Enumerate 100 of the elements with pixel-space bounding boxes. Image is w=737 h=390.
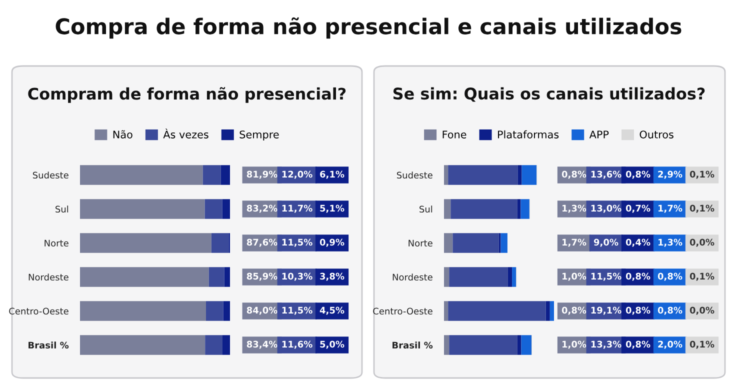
legend-label: Fone: [442, 130, 466, 138]
legend-label: Outros: [640, 130, 674, 138]
chart-title: Se sim: Quais os canais utilizados?: [393, 87, 705, 102]
bar: [449, 335, 518, 355]
y-tick-label: Nordeste: [28, 274, 68, 281]
bar: [448, 165, 518, 185]
bar: [450, 199, 518, 219]
bar: [80, 233, 212, 253]
bar: [202, 165, 221, 185]
data-label: 87,6%: [246, 238, 278, 247]
data-label: 0,8%: [658, 272, 682, 281]
legend-label: Às vezes: [163, 128, 208, 138]
bar: [80, 301, 206, 321]
data-label: 2,9%: [658, 170, 682, 179]
data-label: 11,5%: [282, 306, 312, 315]
data-label: 0,8%: [626, 340, 650, 349]
data-label: 0,1%: [690, 204, 714, 213]
bar: [550, 301, 554, 321]
data-label: 81,9%: [246, 170, 278, 179]
y-tick-label: Norte: [44, 240, 68, 247]
bar: [222, 199, 230, 219]
bar: [222, 335, 230, 355]
data-label: 12,0%: [282, 170, 312, 179]
data-label: 13,0%: [591, 204, 622, 213]
data-label: 1,0%: [562, 272, 586, 281]
bar: [500, 233, 508, 253]
bar: [220, 165, 230, 185]
data-label: 1,7%: [658, 204, 682, 213]
bar: [444, 199, 451, 219]
bar: [520, 199, 530, 219]
data-label: 11,7%: [282, 204, 312, 213]
data-label: 5,0%: [320, 340, 344, 349]
bar: [512, 267, 516, 287]
data-label: 3,8%: [320, 272, 344, 281]
data-label: 9,0%: [594, 238, 618, 247]
data-label: 5,1%: [320, 204, 344, 213]
data-label: 0,1%: [690, 340, 714, 349]
bar: [452, 233, 499, 253]
data-label: 0,8%: [562, 170, 586, 179]
data-label: 85,9%: [246, 272, 278, 281]
bar: [521, 335, 532, 355]
y-tick-label: Nordeste: [392, 274, 432, 281]
y-tick-label: Brasil %: [28, 342, 69, 349]
bar: [517, 199, 521, 219]
data-label: 0,8%: [658, 306, 682, 315]
data-label: 0,1%: [690, 170, 714, 179]
chart-title: Compram de forma não presencial?: [28, 87, 346, 103]
y-tick-label: Centro-Oeste: [373, 308, 432, 315]
legend-label: Não: [113, 130, 132, 138]
bar: [80, 165, 203, 185]
bar: [205, 335, 222, 355]
bar: [223, 301, 230, 321]
bar: [522, 165, 537, 185]
data-label: 10,3%: [282, 272, 312, 281]
bar: [448, 301, 546, 321]
bar: [224, 267, 230, 287]
data-label: 1,7%: [562, 238, 586, 247]
bar: [80, 267, 209, 287]
bar: [80, 335, 206, 355]
legend-label: Plataformas: [498, 130, 559, 138]
bar: [444, 335, 450, 355]
data-label: 84,0%: [246, 306, 278, 315]
data-label: 1,0%: [562, 340, 586, 349]
bar: [508, 267, 512, 287]
bar: [444, 301, 448, 321]
y-tick-label: Sul: [56, 206, 68, 213]
data-label: 83,4%: [246, 340, 278, 349]
y-tick-label: Sudeste: [396, 172, 432, 179]
bar: [444, 165, 448, 185]
data-label: 6,1%: [320, 170, 344, 179]
legend-label: Sempre: [240, 130, 279, 140]
y-tick-label: Centro-Oeste: [9, 308, 68, 315]
data-label: 19,1%: [591, 306, 622, 315]
bar: [444, 233, 453, 253]
bar: [518, 165, 522, 185]
data-label: 1,3%: [658, 238, 682, 247]
data-label: 0,0%: [690, 238, 714, 247]
data-label: 4,5%: [320, 306, 344, 315]
data-label: 83,2%: [246, 204, 278, 213]
bar: [449, 267, 508, 287]
data-label: 11,6%: [282, 340, 312, 349]
y-tick-label: Norte: [408, 240, 432, 247]
data-label: 1,3%: [562, 204, 586, 213]
y-tick-label: Brasil %: [392, 342, 433, 349]
data-label: 0,8%: [562, 306, 586, 315]
data-label: 13,6%: [591, 170, 622, 179]
data-label: 0,8%: [626, 306, 650, 315]
legend-label: APP: [589, 130, 609, 138]
bar: [80, 199, 205, 219]
data-label: 0,8%: [626, 170, 650, 179]
bar: [546, 301, 550, 321]
data-label: 0,8%: [626, 272, 650, 281]
data-label: 0,4%: [626, 238, 650, 247]
data-label: 0,0%: [690, 306, 714, 315]
bar: [444, 267, 450, 287]
data-label: 11,5%: [591, 272, 622, 281]
data-label: 2,0%: [658, 340, 682, 349]
data-label: 0,1%: [690, 272, 714, 281]
bar: [208, 267, 224, 287]
text: Compra de forma não presencial e canais utilizados: [56, 17, 682, 39]
